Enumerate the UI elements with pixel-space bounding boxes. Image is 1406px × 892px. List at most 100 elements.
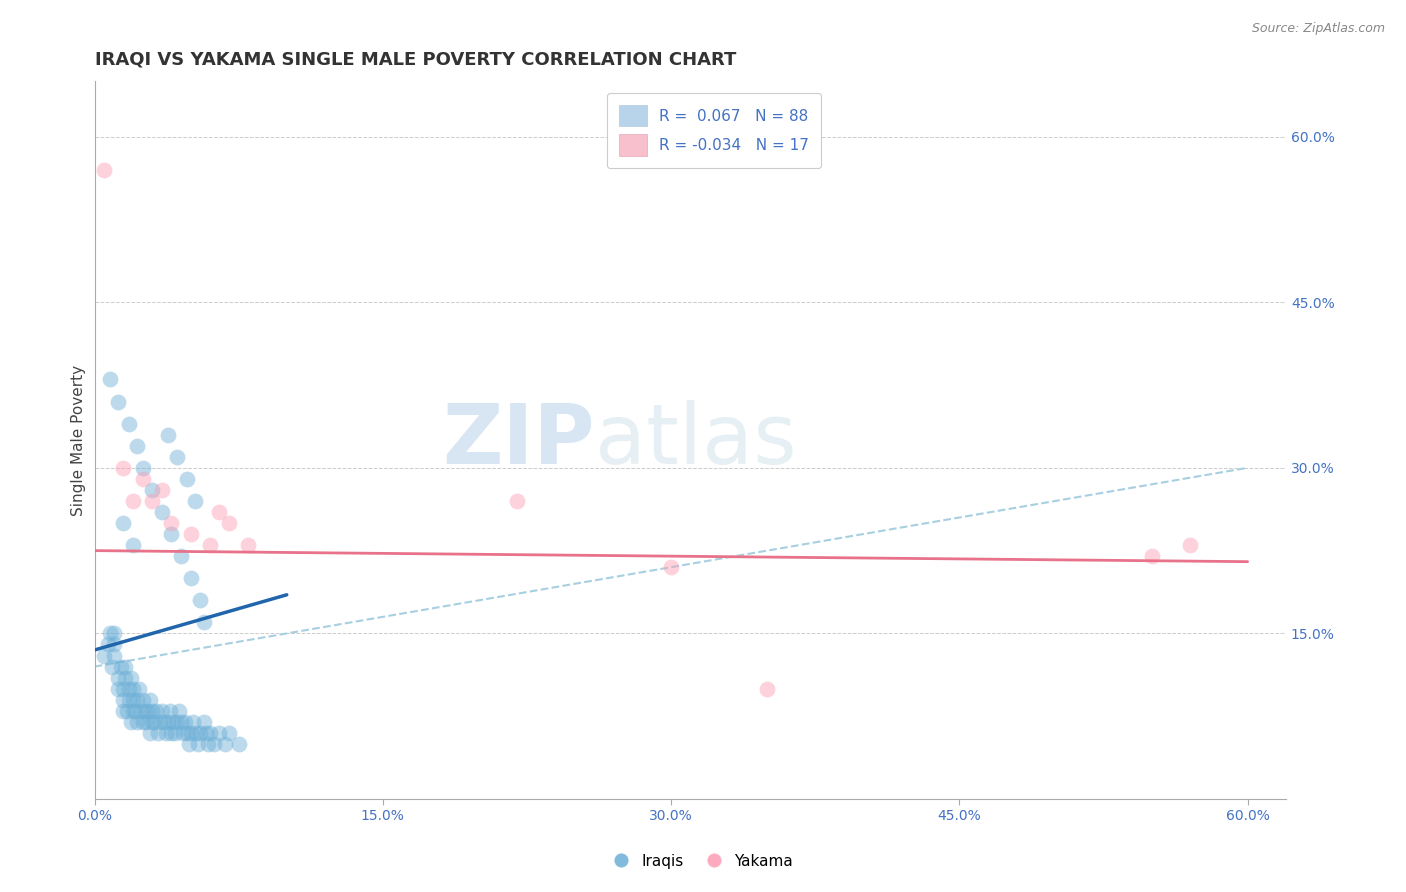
Point [506, 494, 529, 508]
Point [134, 704, 156, 718]
Point [125, 714, 148, 729]
Point [166, 450, 188, 464]
Point [197, 737, 219, 751]
Point [141, 483, 163, 497]
Point [135, 714, 157, 729]
Y-axis label: Single Male Poverty: Single Male Poverty [72, 365, 86, 516]
Point [183, 494, 205, 508]
Point [118, 417, 141, 431]
Point [202, 737, 225, 751]
Point [180, 571, 202, 585]
Point [128, 681, 150, 696]
Legend: Iraqis, Yakama: Iraqis, Yakama [607, 848, 799, 875]
Point [93, 162, 115, 177]
Point [208, 505, 231, 519]
Point [103, 626, 125, 640]
Text: atlas: atlas [595, 400, 797, 481]
Point [131, 472, 153, 486]
Point [129, 704, 152, 718]
Point [172, 726, 194, 740]
Point [156, 427, 179, 442]
Point [114, 659, 136, 673]
Point [160, 726, 183, 740]
Point [124, 704, 146, 718]
Point [120, 671, 142, 685]
Point [103, 648, 125, 663]
Point [149, 714, 172, 729]
Point [131, 714, 153, 729]
Text: IRAQI VS YAKAMA SINGLE MALE POVERTY CORRELATION CHART: IRAQI VS YAKAMA SINGLE MALE POVERTY CORR… [94, 51, 735, 69]
Point [155, 726, 177, 740]
Point [208, 726, 231, 740]
Point [156, 714, 179, 729]
Point [122, 494, 145, 508]
Point [112, 460, 135, 475]
Point [198, 538, 221, 552]
Point [174, 714, 197, 729]
Point [659, 560, 682, 574]
Point [97, 638, 120, 652]
Point [1178, 538, 1201, 552]
Point [141, 704, 163, 718]
Point [107, 671, 129, 685]
Point [167, 704, 190, 718]
Point [141, 714, 163, 729]
Point [187, 737, 209, 751]
Point [139, 692, 162, 706]
Point [193, 714, 215, 729]
Point [122, 538, 145, 552]
Point [141, 494, 163, 508]
Point [159, 704, 181, 718]
Point [139, 726, 162, 740]
Point [115, 704, 138, 718]
Point [160, 516, 183, 530]
Point [188, 593, 211, 607]
Text: ZIP: ZIP [443, 400, 595, 481]
Point [125, 692, 148, 706]
Point [114, 671, 136, 685]
Point [107, 394, 129, 409]
Point [170, 714, 193, 729]
Point [120, 714, 142, 729]
Point [110, 659, 132, 673]
Point [756, 681, 779, 696]
Point [150, 483, 173, 497]
Text: Source: ZipAtlas.com: Source: ZipAtlas.com [1251, 22, 1385, 36]
Point [122, 704, 145, 718]
Point [186, 726, 208, 740]
Point [143, 714, 166, 729]
Point [118, 692, 141, 706]
Point [1140, 549, 1163, 563]
Point [228, 737, 250, 751]
Point [122, 692, 145, 706]
Point [180, 726, 202, 740]
Point [165, 726, 187, 740]
Point [166, 714, 188, 729]
Point [122, 681, 145, 696]
Point [112, 516, 135, 530]
Point [162, 714, 184, 729]
Point [176, 726, 198, 740]
Point [170, 549, 193, 563]
Point [150, 505, 173, 519]
Point [101, 659, 124, 673]
Point [112, 704, 135, 718]
Point [93, 648, 115, 663]
Point [188, 726, 211, 740]
Point [198, 726, 221, 740]
Point [98, 372, 121, 386]
Point [112, 681, 135, 696]
Point [180, 527, 202, 541]
Point [218, 726, 240, 740]
Point [131, 692, 153, 706]
Point [118, 681, 141, 696]
Point [98, 626, 121, 640]
Point [103, 638, 125, 652]
Point [138, 704, 160, 718]
Point [218, 516, 240, 530]
Point [131, 460, 153, 475]
Point [238, 538, 260, 552]
Point [176, 472, 198, 486]
Point [152, 714, 174, 729]
Point [125, 439, 148, 453]
